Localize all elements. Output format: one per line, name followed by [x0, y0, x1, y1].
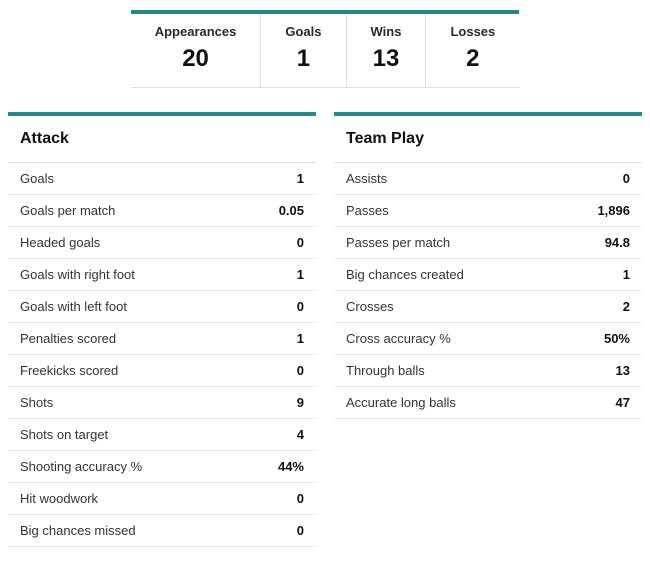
stats-columns: Attack Goals 1 Goals per match 0.05 Headed g…	[8, 112, 642, 547]
stat-value: 1	[297, 331, 304, 346]
panel-title-attack: Attack	[8, 116, 316, 163]
teamplay-row: Cross accuracy % 50%	[334, 323, 642, 355]
summary-value: 20	[155, 45, 237, 73]
stat-value: 2	[623, 299, 630, 314]
stat-label: Passes	[346, 203, 389, 218]
stat-value: 9	[297, 395, 304, 410]
stat-value: 0	[297, 363, 304, 378]
teamplay-row: Through balls 13	[334, 355, 642, 387]
attack-row: Goals with right foot 1	[8, 259, 316, 291]
stat-label: Penalties scored	[20, 331, 116, 346]
stat-label: Goals per match	[20, 203, 115, 218]
summary-bar: Appearances 20 Goals 1 Wins 13 Losses 2	[8, 10, 642, 88]
stat-value: 0	[623, 171, 630, 186]
stat-value: 1	[297, 267, 304, 282]
stat-value: 1	[623, 267, 630, 282]
teamplay-row: Passes per match 94.8	[334, 227, 642, 259]
stat-label: Goals with left foot	[20, 299, 127, 314]
stat-value: 4	[297, 427, 304, 442]
stat-value: 0	[297, 491, 304, 506]
stat-value: 44%	[278, 459, 304, 474]
attack-rows: Goals1Goals per match0.05Headed goals0Go…	[8, 163, 316, 547]
attack-row: Shooting accuracy % 44%	[8, 451, 316, 483]
stat-label: Through balls	[346, 363, 425, 378]
stat-label: Cross accuracy %	[346, 331, 451, 346]
stat-label: Crosses	[346, 299, 394, 314]
stat-label: Freekicks scored	[20, 363, 118, 378]
teamplay-row: Crosses 2	[334, 291, 642, 323]
summary-value: 13	[371, 45, 402, 73]
teamplay-row: Passes 1,896	[334, 195, 642, 227]
stat-value: 94.8	[605, 235, 630, 250]
panel-title-teamplay: Team Play	[334, 116, 642, 163]
stat-label: Hit woodwork	[20, 491, 98, 506]
attack-row: Headed goals 0	[8, 227, 316, 259]
summary-inner: Appearances 20 Goals 1 Wins 13 Losses 2	[131, 10, 520, 88]
summary-value: 1	[285, 45, 321, 73]
summary-cell-losses: Losses 2	[425, 14, 519, 87]
stat-value: 1,896	[597, 203, 630, 218]
attack-row: Penalties scored 1	[8, 323, 316, 355]
summary-value: 2	[450, 45, 495, 73]
stat-label: Big chances missed	[20, 523, 136, 538]
teamplay-row: Assists 0	[334, 163, 642, 195]
stat-value: 13	[616, 363, 630, 378]
stat-value: 50%	[604, 331, 630, 346]
attack-panel: Attack Goals 1 Goals per match 0.05 Headed g…	[8, 112, 316, 547]
attack-row: Hit woodwork 0	[8, 483, 316, 515]
stat-value: 0.05	[279, 203, 304, 218]
stat-label: Goals	[20, 171, 54, 186]
summary-label: Losses	[450, 24, 495, 39]
summary-cell-goals: Goals 1	[260, 14, 345, 87]
stat-label: Passes per match	[346, 235, 450, 250]
stat-label: Assists	[346, 171, 387, 186]
stat-label: Shots	[20, 395, 53, 410]
attack-row: Freekicks scored 0	[8, 355, 316, 387]
summary-label: Wins	[371, 24, 402, 39]
stat-label: Headed goals	[20, 235, 100, 250]
stat-value: 47	[616, 395, 630, 410]
teamplay-row: Accurate long balls 47	[334, 387, 642, 419]
summary-cell-appearances: Appearances 20	[131, 14, 261, 87]
attack-row: Goals 1	[8, 163, 316, 195]
teamplay-panel: Team Play Assists 0 Passes 1,896 Passes per …	[334, 112, 642, 547]
summary-label: Goals	[285, 24, 321, 39]
stat-label: Goals with right foot	[20, 267, 135, 282]
attack-row: Big chances missed 0	[8, 515, 316, 547]
stat-label: Shooting accuracy %	[20, 459, 142, 474]
stat-label: Shots on target	[20, 427, 108, 442]
stat-value: 0	[297, 299, 304, 314]
stat-value: 0	[297, 523, 304, 538]
teamplay-row: Big chances created 1	[334, 259, 642, 291]
summary-label: Appearances	[155, 24, 237, 39]
attack-row: Goals with left foot 0	[8, 291, 316, 323]
stat-label: Accurate long balls	[346, 395, 456, 410]
attack-row: Shots on target 4	[8, 419, 316, 451]
stat-value: 1	[297, 171, 304, 186]
attack-row: Goals per match 0.05	[8, 195, 316, 227]
teamplay-rows: Assists 0 Passes 1,896 Passes per match 94.8 B…	[334, 163, 642, 419]
stat-value: 0	[297, 235, 304, 250]
summary-cell-wins: Wins 13	[346, 14, 426, 87]
attack-row: Shots 9	[8, 387, 316, 419]
stat-label: Big chances created	[346, 267, 464, 282]
